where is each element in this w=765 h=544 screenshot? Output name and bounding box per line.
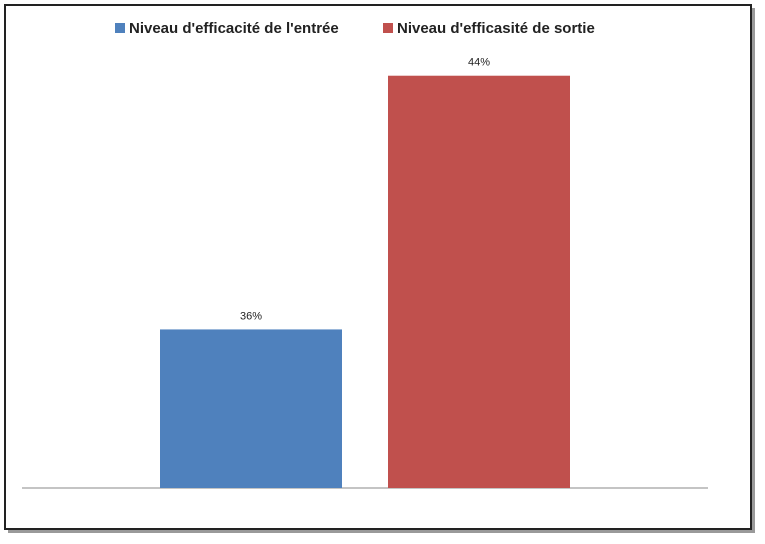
data-label: 44%: [468, 57, 490, 69]
bar: [160, 329, 342, 488]
data-label: 36%: [240, 310, 262, 322]
frame: [4, 4, 752, 530]
legend-swatch: [383, 23, 393, 33]
bar: [388, 75, 570, 488]
legend-swatch: [115, 23, 125, 33]
legend-label: Niveau d'efficacité de l'entrée: [129, 20, 339, 37]
legend-label: Niveau d'efficasité de sortie: [397, 20, 595, 37]
